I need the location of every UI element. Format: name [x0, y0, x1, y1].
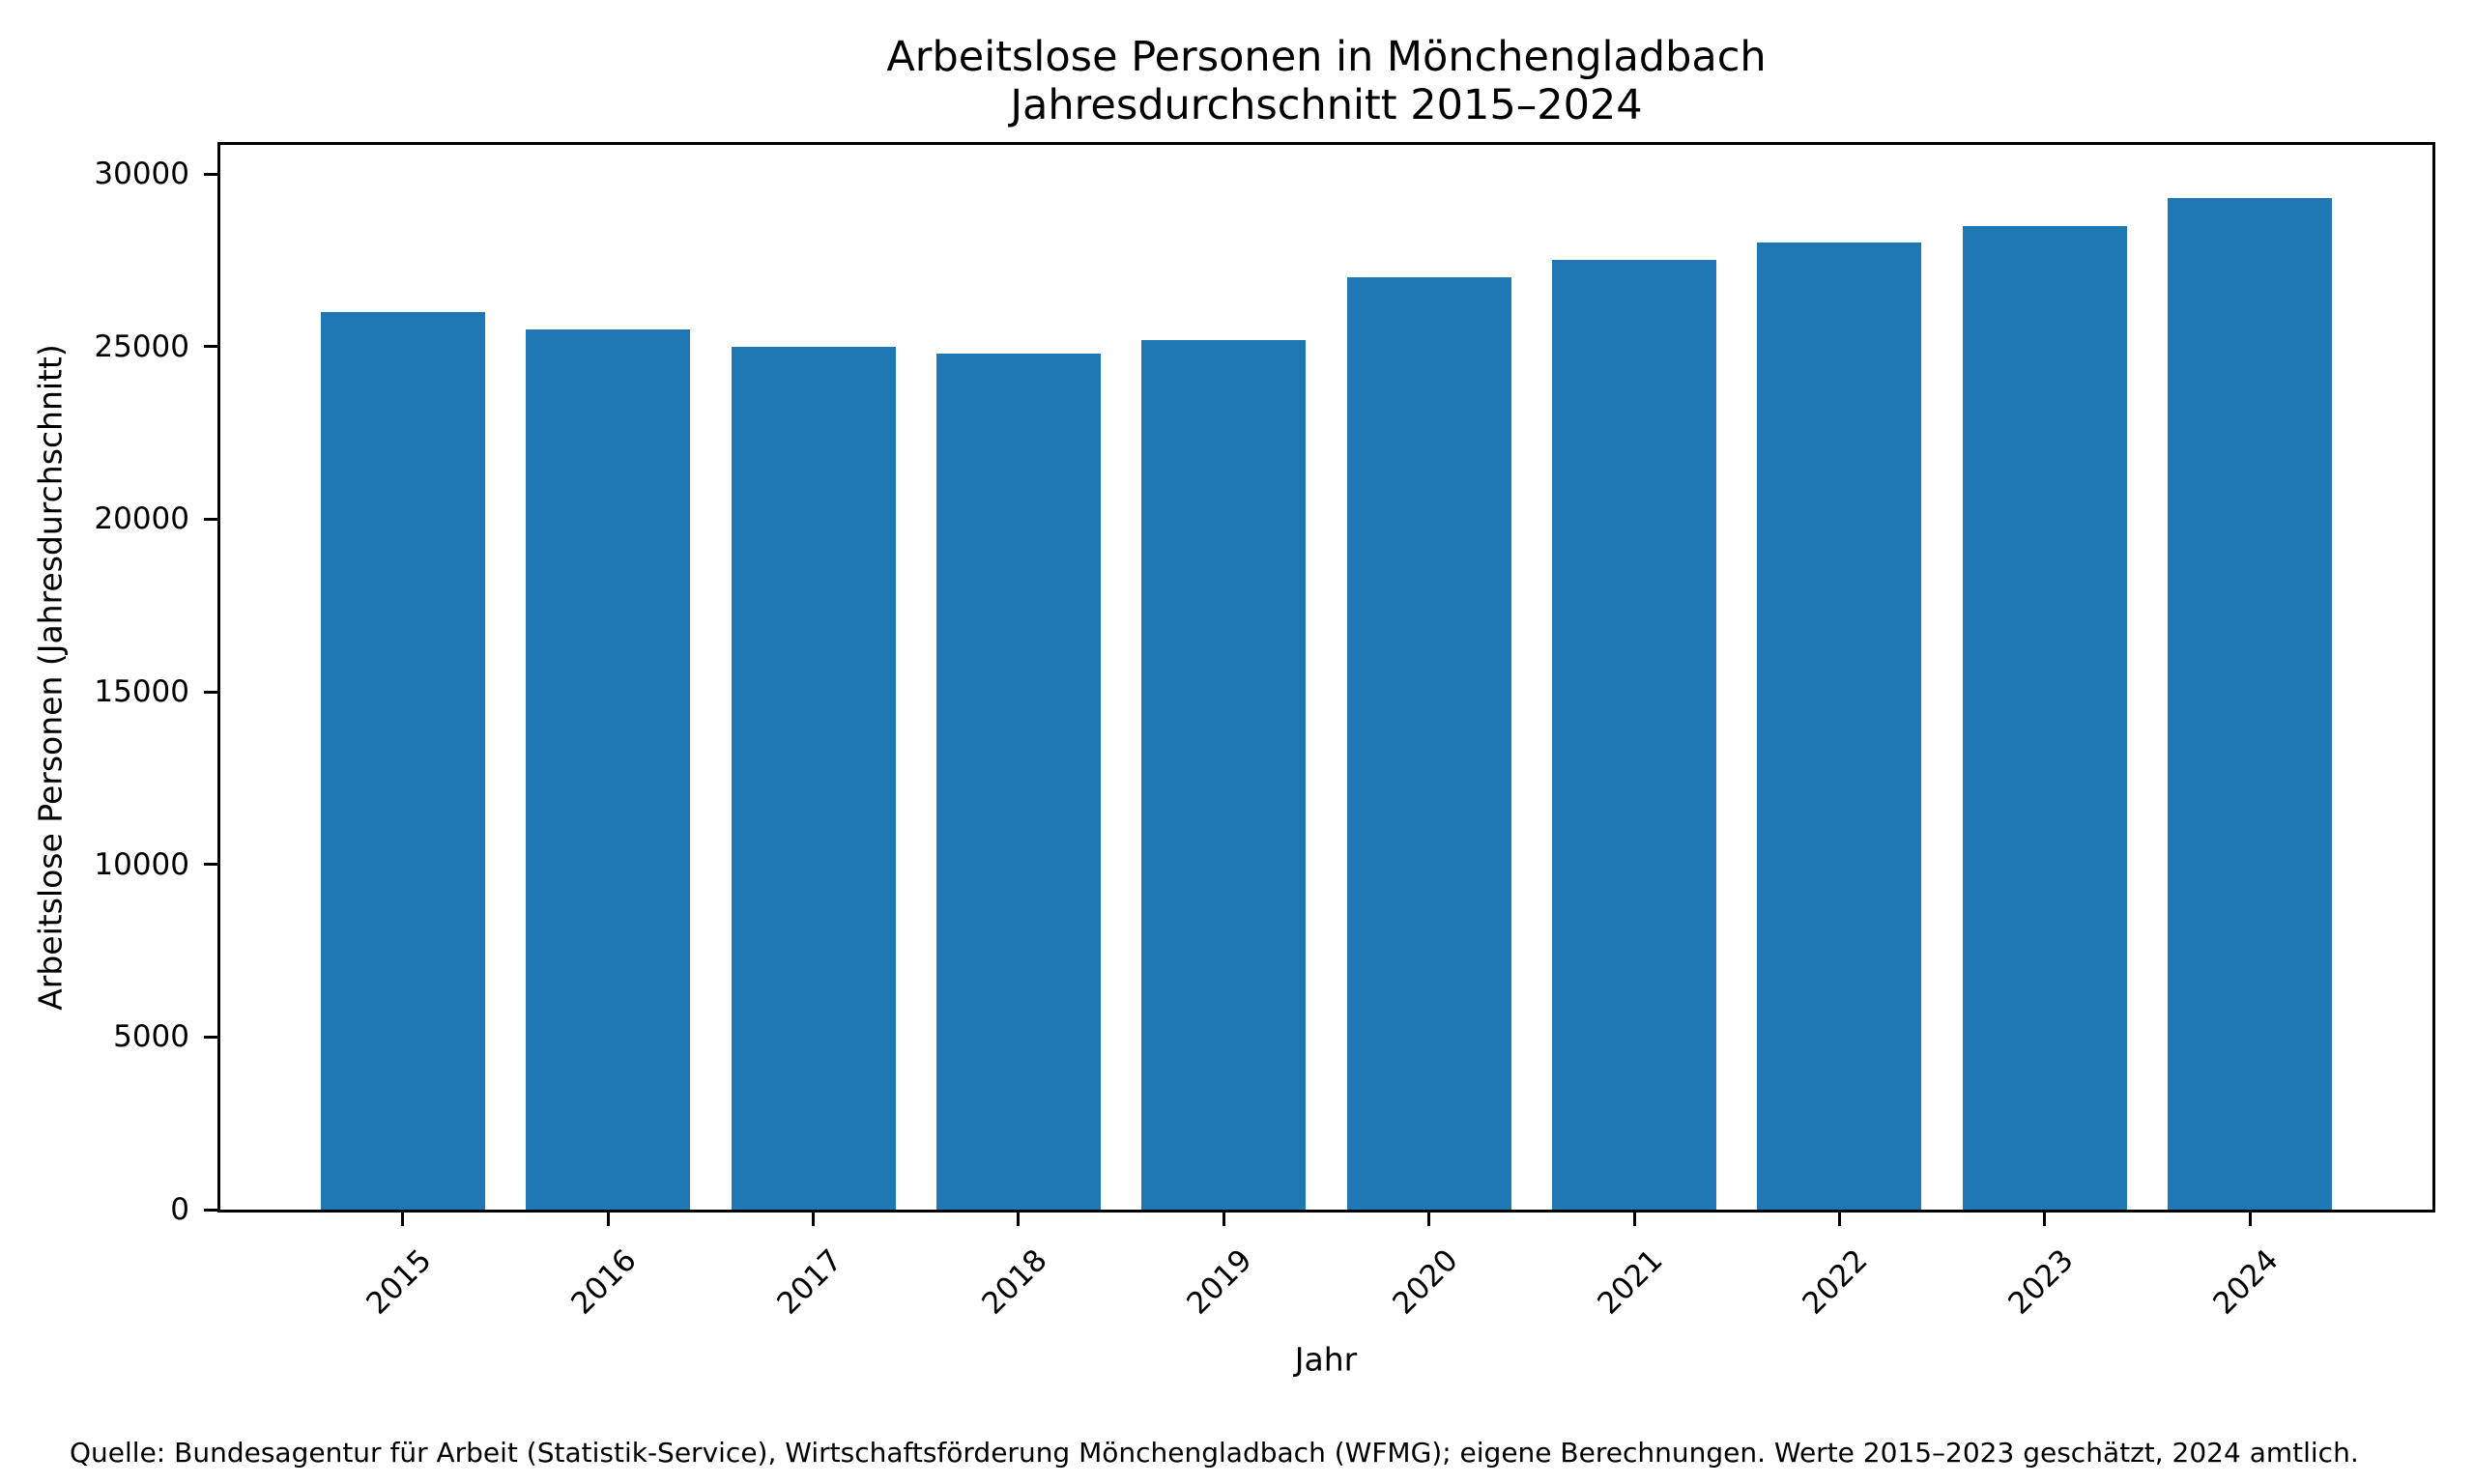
y-tick-mark	[204, 517, 217, 521]
x-tick-label: 2022	[1796, 1242, 1875, 1322]
x-tick-mark	[2043, 1213, 2047, 1226]
bar-2021	[1552, 260, 1716, 1210]
x-tick-mark	[1632, 1213, 1636, 1226]
bar-2019	[1141, 339, 1307, 1210]
y-tick-label: 20000	[94, 501, 189, 537]
bar-2017	[731, 346, 896, 1210]
y-tick-mark	[204, 345, 217, 349]
x-tick-label: 2015	[360, 1242, 439, 1322]
y-axis-label: Arbeitslose Personen (Jahresdurchschnitt…	[31, 344, 70, 1011]
x-tick-mark	[1837, 1213, 1841, 1226]
bar-2023	[1962, 225, 2127, 1210]
y-tick-mark	[204, 172, 217, 176]
bar-2015	[321, 311, 485, 1210]
x-axis-label: Jahr	[1294, 1340, 1358, 1379]
chart-title: Arbeitslose Personen in Mönchengladbach …	[217, 33, 2435, 129]
x-tick-mark	[1427, 1213, 1431, 1226]
x-tick-mark	[401, 1213, 405, 1226]
chart-title-line1: Arbeitslose Personen in Mönchengladbach	[886, 33, 1767, 81]
y-tick-label: 5000	[113, 1019, 189, 1055]
x-tick-label: 2021	[1591, 1242, 1670, 1322]
x-tick-label: 2023	[2001, 1242, 2081, 1322]
y-tick-mark	[204, 1208, 217, 1212]
x-tick-label: 2016	[564, 1242, 644, 1322]
y-tick-label: 25000	[94, 328, 189, 364]
bar-2022	[1757, 243, 1922, 1210]
y-tick-mark	[204, 690, 217, 694]
chart-title-line2: Jahresdurchschnitt 2015–2024	[1010, 81, 1643, 129]
plot-area	[217, 142, 2435, 1213]
y-tick-label: 15000	[94, 674, 189, 709]
x-tick-label: 2024	[2206, 1242, 2286, 1322]
x-tick-mark	[1222, 1213, 1225, 1226]
source-note: Quelle: Bundesagentur für Arbeit (Statis…	[70, 1437, 2359, 1469]
y-tick-label: 10000	[94, 846, 189, 882]
y-tick-label: 0	[170, 1192, 189, 1227]
x-tick-mark	[812, 1213, 816, 1226]
x-tick-label: 2020	[1386, 1242, 1465, 1322]
bar-2018	[936, 353, 1101, 1210]
x-tick-label: 2019	[1180, 1242, 1259, 1322]
y-tick-mark	[204, 863, 217, 867]
y-tick-mark	[204, 1035, 217, 1039]
bar-2016	[526, 328, 691, 1210]
y-tick-label: 30000	[94, 157, 189, 191]
x-tick-mark	[2248, 1213, 2252, 1226]
x-tick-label: 2018	[975, 1242, 1054, 1322]
x-tick-mark	[1017, 1213, 1021, 1226]
bar-2024	[2168, 198, 2332, 1210]
x-tick-mark	[606, 1213, 610, 1226]
bar-2020	[1346, 277, 1511, 1210]
x-tick-label: 2017	[770, 1242, 849, 1322]
